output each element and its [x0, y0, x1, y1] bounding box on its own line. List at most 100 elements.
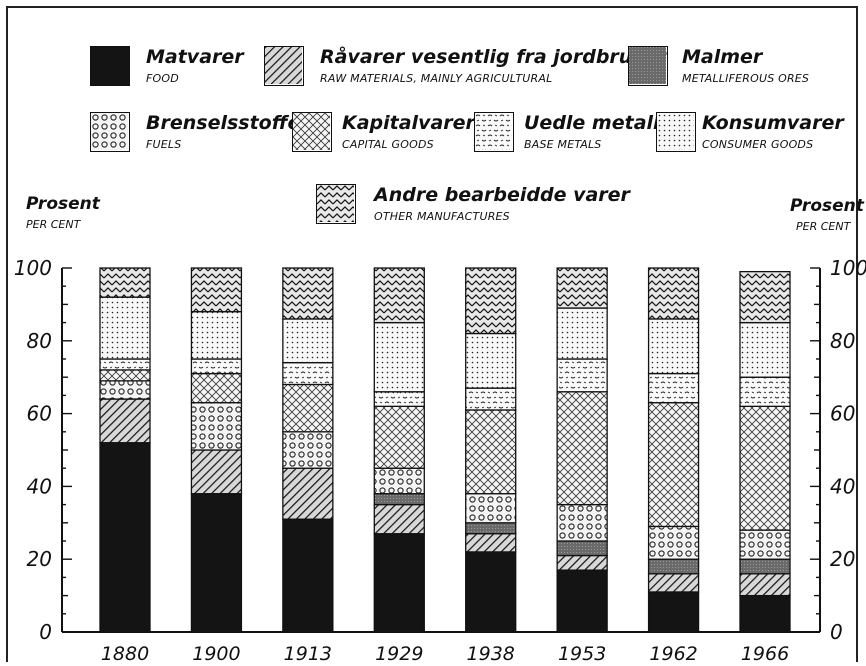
- bar-segment: [556, 503, 608, 542]
- bar-segment: [556, 307, 608, 360]
- x-tick-label: 1953: [558, 643, 606, 665]
- bar-segment: [190, 358, 243, 375]
- labels: 0 0 20 20 40 40 60 60 80 80 100 100 1880 1900 1913 1929…: [14, 256, 866, 665]
- bar-segment: [282, 383, 334, 433]
- x-tick-label: 1966: [741, 643, 789, 665]
- legend-label-en: CONSUMER GOODS: [702, 138, 814, 151]
- y-tick-label-right: 80: [830, 329, 855, 353]
- legend-swatch-fuels: [90, 112, 130, 152]
- legend-label-en: CAPITAL GOODS: [342, 138, 434, 151]
- x-tick-label: 1962: [649, 643, 697, 665]
- y-tick-label-right: 60: [830, 402, 855, 426]
- y-tick-label-right: 0: [830, 620, 843, 644]
- bar-segment: [282, 267, 334, 320]
- bar-segment: [647, 558, 700, 575]
- legend-swatch-consumer-goods: [656, 112, 696, 152]
- bar-segment: [647, 267, 700, 320]
- bar-segment: [373, 391, 425, 407]
- x-tick-label: 1938: [467, 643, 515, 665]
- bar-segment: [99, 398, 151, 444]
- bar-stack-1913: [282, 267, 334, 633]
- bar-segment: [739, 270, 791, 324]
- bar-segment: [190, 402, 243, 451]
- legend-label-en: RAW MATERIALS, MAINLY AGRICULTURAL: [320, 72, 553, 85]
- bar-segment: [282, 431, 334, 469]
- y-tick-label-right: 100: [830, 256, 866, 280]
- bar-segment: [739, 573, 791, 597]
- right-axis-title: Prosent: [790, 196, 864, 216]
- legend-label-no: Malmer: [682, 46, 763, 68]
- bars: [99, 267, 791, 633]
- bar-segment: [556, 267, 608, 309]
- bar-segment: [465, 551, 517, 633]
- legend-label-en: OTHER MANUFACTURES: [374, 210, 510, 223]
- legend-label-no: Råvarer vesentlig fra jordbruket: [320, 46, 667, 68]
- bar-segment: [373, 493, 425, 506]
- bar-segment: [99, 267, 151, 298]
- bar-segment: [282, 518, 334, 633]
- bar-segment: [465, 493, 517, 524]
- y-tick-label-left: 80: [27, 329, 52, 353]
- legend-label-no: Uedle metaller: [524, 112, 682, 134]
- y-tick-label-left: 20: [27, 547, 52, 571]
- x-tick-label: 1880: [101, 643, 149, 665]
- legend-label-no: Kapitalvarer: [342, 112, 475, 134]
- legend-label-no: Matvarer: [146, 46, 244, 68]
- bar-segment: [373, 321, 425, 393]
- bar-segment: [282, 467, 334, 520]
- bar-segment: [99, 369, 151, 382]
- bar-segment: [99, 442, 151, 633]
- bar-segment: [190, 311, 243, 360]
- bar-segment: [465, 409, 517, 495]
- bar-segment: [190, 493, 243, 633]
- bar-stack-1938: [465, 267, 517, 633]
- legend-swatch-other-manufactures: [316, 184, 356, 224]
- bar-stack-1966: [739, 270, 791, 633]
- legend-label-no: Brenselsstoffer: [146, 112, 310, 134]
- left-axis-subtitle: PER CENT: [26, 218, 81, 231]
- bar-segment: [739, 594, 791, 633]
- bar-segment: [465, 387, 517, 411]
- x-tick-label: 1900: [192, 643, 240, 665]
- legend-label-en: BASE METALS: [524, 138, 602, 151]
- bar-segment: [647, 525, 700, 560]
- bar-stack-1953: [556, 267, 608, 633]
- bar-stack-1880: [99, 267, 151, 633]
- bar-segment: [190, 449, 243, 495]
- bar-segment: [465, 522, 517, 535]
- bar-segment: [739, 405, 791, 531]
- bar-segment: [556, 391, 608, 506]
- bar-segment: [373, 267, 425, 324]
- y-tick-label-left: 100: [14, 256, 52, 280]
- bar-segment: [373, 467, 425, 495]
- bar-segment: [190, 267, 243, 313]
- y-tick-label-left: 0: [39, 620, 52, 644]
- y-tick-label-right: 20: [830, 547, 855, 571]
- x-tick-label: 1929: [375, 643, 423, 665]
- bar-segment: [465, 533, 517, 553]
- legend-label-en: FUELS: [146, 138, 182, 151]
- bar-segment: [282, 318, 334, 364]
- bar-segment: [647, 591, 700, 633]
- legend-swatch-ores: [628, 46, 668, 86]
- bar-segment: [647, 573, 700, 593]
- bar-segment: [99, 358, 151, 371]
- bar-segment: [373, 533, 425, 633]
- bar-segment: [99, 296, 151, 360]
- y-tick-label-left: 60: [27, 402, 52, 426]
- x-tick-label: 1913: [284, 643, 332, 665]
- bar-segment: [739, 558, 791, 575]
- bar-segment: [556, 540, 608, 557]
- bar-segment: [373, 503, 425, 535]
- bar-segment: [556, 358, 608, 393]
- bar-stack-1962: [647, 267, 700, 633]
- bar-segment: [739, 376, 791, 407]
- bar-segment: [647, 318, 700, 375]
- legend-label-no: Konsumvarer: [702, 112, 844, 134]
- legend-swatch-capital-goods: [292, 112, 332, 152]
- axes: [61, 267, 821, 633]
- bar-segment: [373, 405, 425, 469]
- chart-frame: [6, 6, 858, 662]
- legend-swatch-base-metals: [474, 112, 514, 152]
